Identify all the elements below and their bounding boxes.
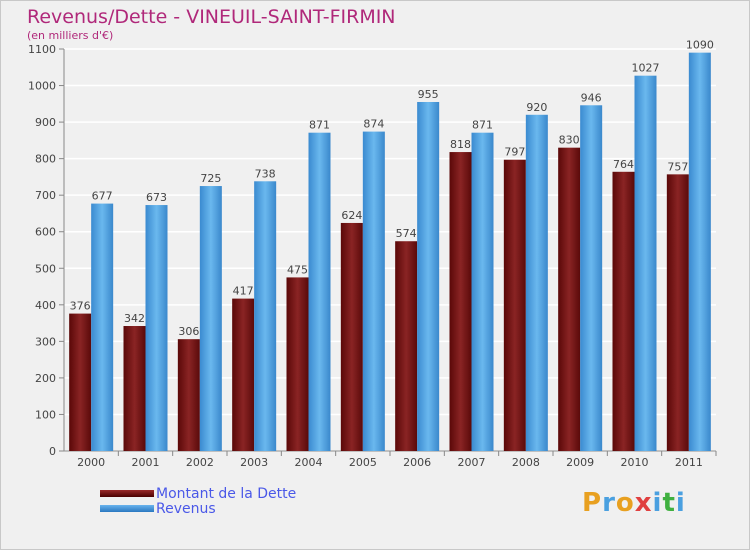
data-label-revenus: 677 xyxy=(92,190,113,203)
legend-swatch-revenus xyxy=(100,505,154,512)
data-label-dette: 417 xyxy=(233,285,254,298)
data-label-dette: 624 xyxy=(341,209,362,222)
data-label-dette: 797 xyxy=(504,146,525,159)
data-label-revenus: 871 xyxy=(472,119,493,132)
x-tick-label: 2003 xyxy=(240,456,268,469)
bar-dette xyxy=(123,326,146,451)
data-label-dette: 342 xyxy=(124,312,145,325)
logo-letter: o xyxy=(615,488,635,518)
y-tick-label: 300 xyxy=(35,335,56,348)
legend-label-revenus: Revenus xyxy=(156,500,216,517)
y-tick-label: 800 xyxy=(35,153,56,166)
x-tick-label: 2010 xyxy=(621,456,649,469)
y-tick-label: 900 xyxy=(35,116,56,129)
x-tick-label: 2009 xyxy=(566,456,594,469)
legend-swatch-dette xyxy=(100,490,154,497)
bar-dette xyxy=(449,152,472,452)
data-label-revenus: 955 xyxy=(418,88,439,101)
bar-revenus xyxy=(525,114,548,452)
y-tick-label: 700 xyxy=(35,189,56,202)
bar-dette xyxy=(666,174,689,452)
legend-item-dette: Montant de la Dette xyxy=(100,485,297,502)
x-tick-label: 2002 xyxy=(186,456,214,469)
y-tick-label: 200 xyxy=(35,372,56,385)
chart-title: Revenus/Dette - VINEUIL-SAINT-FIRMIN xyxy=(27,6,396,28)
x-tick-label: 2007 xyxy=(458,456,486,469)
bar-dette xyxy=(558,147,581,451)
logo-letter: r xyxy=(602,488,616,518)
data-label-dette: 830 xyxy=(559,134,580,147)
data-label-dette: 376 xyxy=(70,300,91,313)
bar-revenus xyxy=(91,203,114,451)
logo-letter: P xyxy=(582,488,603,518)
y-tick-label: 100 xyxy=(35,408,56,421)
chart-subtitle: (en milliers d'€) xyxy=(27,29,114,42)
bar-dette xyxy=(232,298,255,451)
x-tick-label: 2004 xyxy=(295,456,323,469)
bar-revenus xyxy=(580,105,603,451)
bar-revenus xyxy=(145,205,168,451)
data-label-revenus: 920 xyxy=(526,101,547,114)
data-label-revenus: 871 xyxy=(309,119,330,132)
logo-letter: t xyxy=(662,488,676,518)
x-tick-label: 2001 xyxy=(132,456,160,469)
y-tick-label: 500 xyxy=(35,262,56,275)
bar-revenus xyxy=(362,131,385,452)
y-tick-label: 1000 xyxy=(28,80,56,93)
y-tick-label: 400 xyxy=(35,299,56,312)
y-tick-label: 600 xyxy=(35,226,56,239)
x-tick-label: 2011 xyxy=(675,456,703,469)
data-label-dette: 818 xyxy=(450,138,471,151)
logo-letter: i xyxy=(675,488,686,518)
data-label-revenus: 673 xyxy=(146,191,167,204)
data-label-revenus: 1090 xyxy=(686,39,714,52)
data-label-revenus: 946 xyxy=(581,91,602,104)
bar-dette xyxy=(340,222,363,451)
data-label-dette: 757 xyxy=(667,160,688,173)
plot-area xyxy=(64,49,716,451)
bar-revenus xyxy=(417,101,440,451)
bar-revenus xyxy=(308,132,331,451)
legend-label-dette: Montant de la Dette xyxy=(156,485,297,502)
logo-letter: i xyxy=(652,488,663,518)
data-label-dette: 306 xyxy=(178,325,199,338)
bar-dette xyxy=(177,339,200,451)
x-tick-label: 2000 xyxy=(77,456,105,469)
bar-revenus xyxy=(254,181,277,451)
data-label-revenus: 725 xyxy=(200,172,221,185)
legend: Montant de la Dette Revenus xyxy=(100,485,297,517)
proxiti-logo: Proxiti xyxy=(582,488,686,518)
bar-revenus xyxy=(471,132,494,451)
bar-revenus xyxy=(634,75,657,451)
data-label-dette: 475 xyxy=(287,263,308,276)
bar-dette xyxy=(503,159,526,451)
data-label-revenus: 874 xyxy=(363,118,384,131)
bar-dette xyxy=(69,313,92,451)
y-tick-label: 1100 xyxy=(28,43,56,56)
bar-dette xyxy=(286,277,309,451)
data-label-dette: 574 xyxy=(396,227,417,240)
x-tick-label: 2006 xyxy=(403,456,431,469)
x-tick-label: 2005 xyxy=(349,456,377,469)
logo-letter: x xyxy=(634,488,653,518)
bar-revenus xyxy=(688,52,711,452)
bar-dette xyxy=(395,241,418,451)
bar-dette xyxy=(612,171,635,451)
legend-item-revenus: Revenus xyxy=(100,500,296,517)
x-tick-label: 2008 xyxy=(512,456,540,469)
data-label-revenus: 1027 xyxy=(632,62,660,75)
y-tick-label: 0 xyxy=(49,445,56,458)
bar-revenus xyxy=(199,186,222,451)
data-label-revenus: 738 xyxy=(255,167,276,180)
data-label-dette: 764 xyxy=(613,158,634,171)
